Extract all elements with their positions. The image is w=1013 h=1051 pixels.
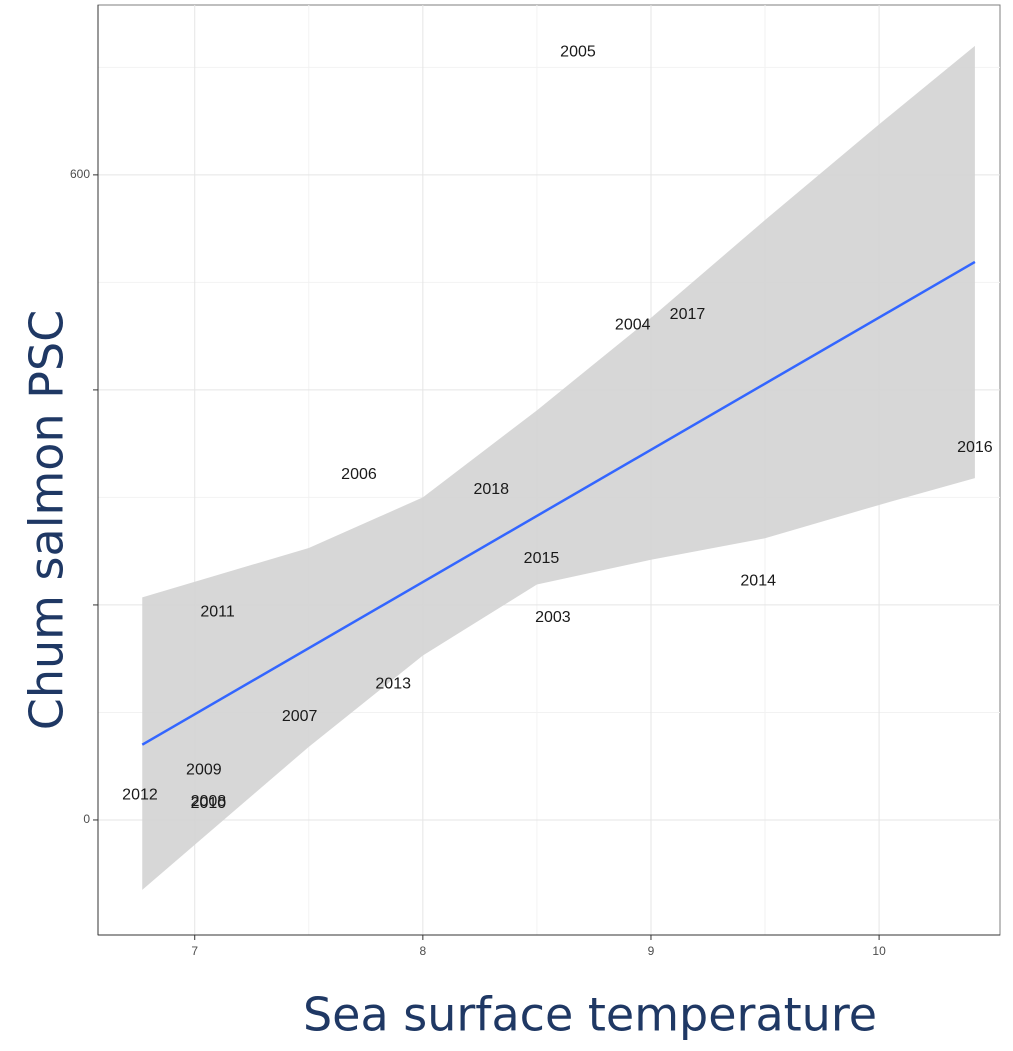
x-tick-label: 8 [420,944,427,958]
x-tick-label: 9 [648,944,655,958]
x-tick-label: 7 [191,944,198,958]
y-tick-label: 600 [70,167,90,181]
y-title-backdrop [10,270,90,770]
point-label: 2018 [473,481,509,498]
point-label: 2010 [191,795,227,812]
point-label: 2004 [615,317,651,334]
point-label: 2005 [560,44,596,61]
point-label: 2011 [200,604,235,621]
point-label: 2017 [670,306,706,323]
point-label: 2008 [191,793,227,810]
point-label: 2009 [186,762,222,779]
point-label: 2012 [122,786,158,803]
point-label: 2014 [740,572,776,589]
confidence-band [142,45,975,890]
fit-line [141,260,976,746]
x-tick-label: 10 [872,944,886,958]
point-label: 2006 [341,466,377,483]
point-label: 2015 [524,550,560,567]
point-label: 2013 [375,676,411,693]
point-label: 2007 [282,708,318,725]
point-label: 2003 [535,609,571,626]
y-tick-label: 0 [83,812,90,826]
point-label: 2016 [957,439,993,456]
y-axis-title: Chum salmon PSC [20,310,74,731]
x-axis-title: Sea surface temperature [303,988,877,1042]
